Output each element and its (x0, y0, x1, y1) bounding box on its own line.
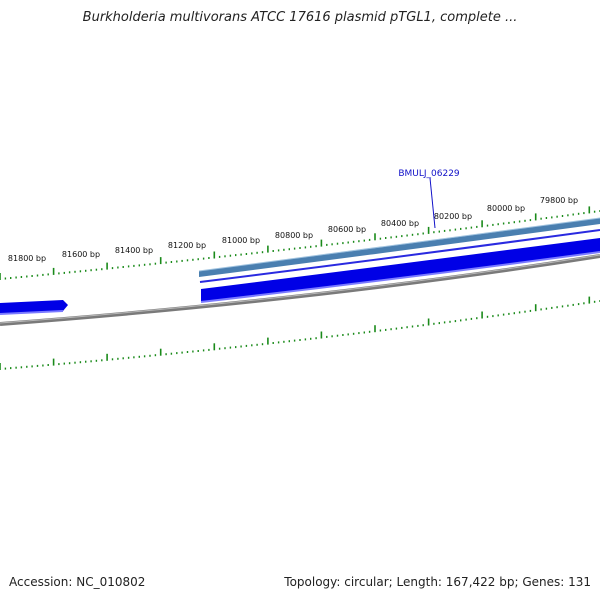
tick-label: 81400 bp (115, 246, 153, 255)
tick-label: 81200 bp (168, 241, 206, 250)
tick-label: 79800 bp (540, 196, 578, 205)
tick-label: 80600 bp (328, 225, 366, 234)
gene-bmulj-06229-edge (200, 251, 600, 303)
backbone-arc-highlight (0, 254, 600, 324)
gene-arrow-left-edge (0, 310, 64, 315)
outer-tick-labels: 81800 bp 81600 bp 81400 bp 81200 bp 81000 bp… (8, 196, 578, 263)
tick-label: 80800 bp (275, 231, 313, 240)
genome-summary: Topology: circular; Length: 167,422 bp; … (284, 575, 591, 589)
outer-tick-ruler (0, 206, 600, 280)
gene-label-leader (429, 177, 436, 229)
gene-track (0, 217, 600, 315)
feature-thin-line (199, 229, 600, 283)
feature-steel-band[interactable] (199, 218, 600, 277)
tick-label: 80400 bp (381, 219, 419, 228)
backbone-arc (0, 254, 600, 326)
map-title: Burkholderia multivorans ATCC 17616 plas… (82, 10, 518, 25)
tick-label: 80000 bp (487, 204, 525, 213)
accession-text: Accession: NC_010802 (9, 575, 146, 589)
feature-steel-highlight (198, 217, 600, 272)
tick-label: 81000 bp (222, 236, 260, 245)
tick-label: 81600 bp (62, 250, 100, 259)
gene-label-bmulj-06229[interactable]: BMULJ_06229 (398, 169, 460, 179)
tick-label: 80200 bp (434, 212, 472, 221)
tick-label: 81800 bp (8, 254, 46, 263)
inner-tick-ruler (0, 296, 600, 370)
gene-arrow-left[interactable] (0, 300, 68, 314)
gene-bmulj-06229[interactable] (201, 238, 600, 302)
